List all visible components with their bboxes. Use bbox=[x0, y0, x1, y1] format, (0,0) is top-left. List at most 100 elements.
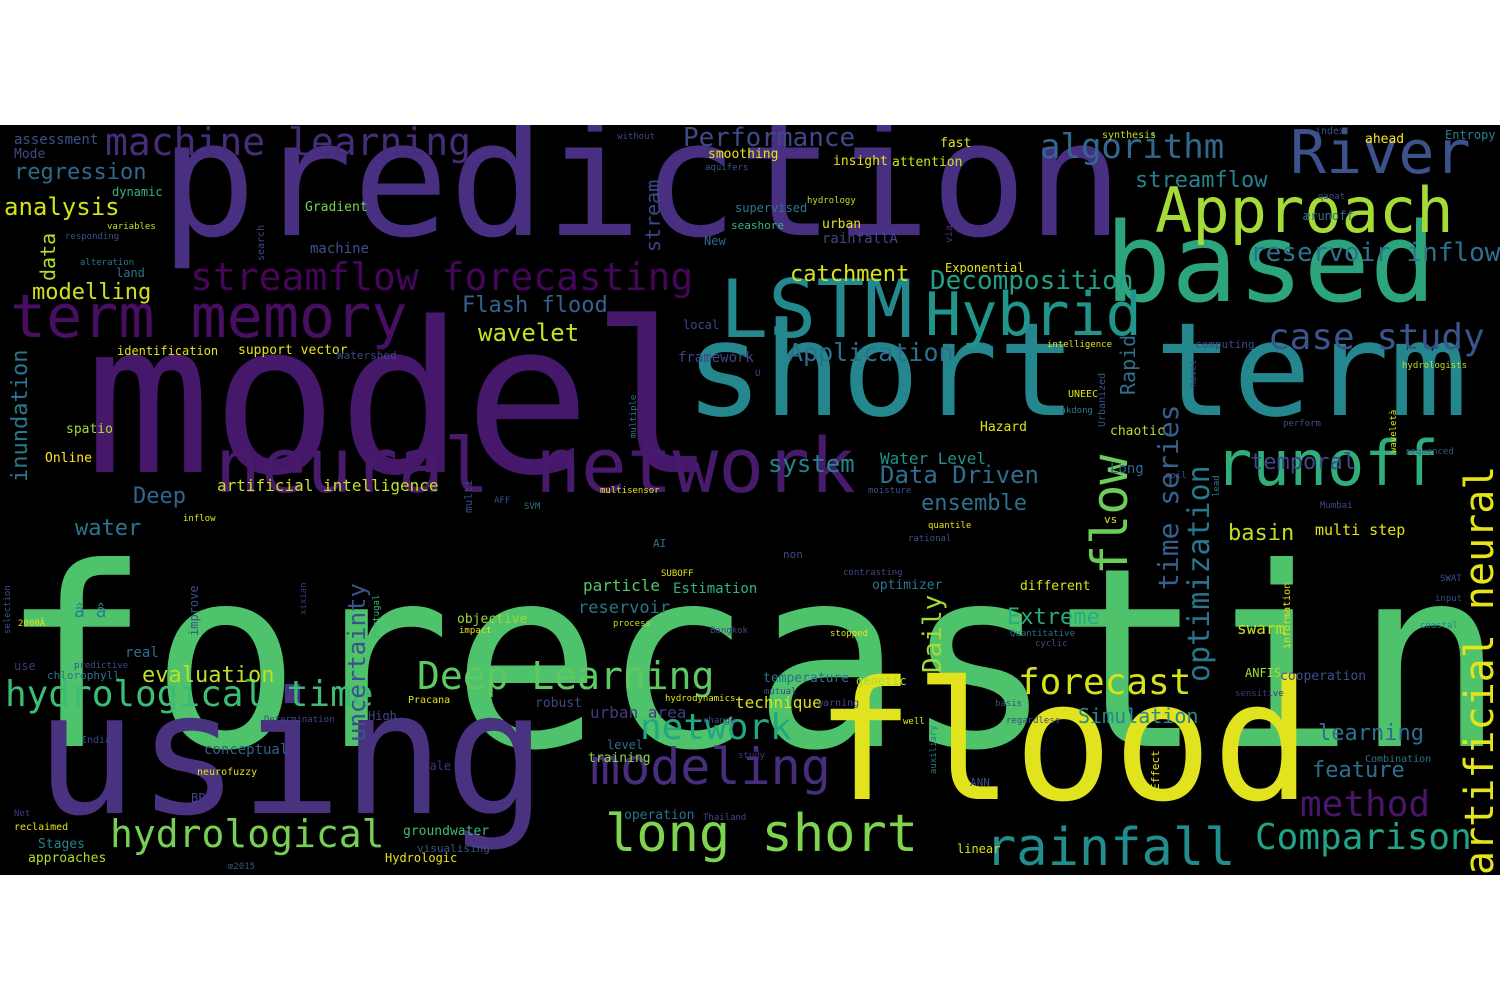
cloud-word-visualising: visualising bbox=[417, 842, 490, 855]
cloud-word-artificial-intelligence: artificial intelligence bbox=[217, 476, 439, 495]
cloud-word-deep-learning: Deep Learning bbox=[417, 654, 715, 698]
cloud-word-rainfall: rainfall bbox=[985, 818, 1236, 875]
cloud-word-technique: technique bbox=[735, 693, 822, 712]
cloud-word-forecasting: forecasting bbox=[0, 514, 1500, 805]
cloud-word-approach: Approach bbox=[1155, 174, 1454, 247]
cloud-word-ensemble: ensemble bbox=[921, 491, 1027, 516]
cloud-word-exponential: Exponential bbox=[945, 261, 1025, 275]
cloud-word-anfis: ANFIS bbox=[1245, 666, 1282, 680]
cloud-word-data: data bbox=[36, 232, 60, 281]
cloud-word-prediction: prediction bbox=[160, 125, 1124, 273]
cloud-word-streamflow: streamflow bbox=[1135, 168, 1268, 193]
cloud-word-watershed: Watershed bbox=[337, 349, 397, 362]
cloud-word-determination: Determination bbox=[264, 715, 335, 725]
cloud-word-dynamic: dynamic bbox=[112, 185, 163, 199]
cloud-word-application: Application bbox=[788, 338, 954, 367]
cloud-word-mutual: mutual bbox=[764, 687, 797, 697]
cloud-word-genetic: genetic bbox=[856, 674, 907, 688]
cloud-word-2015: œ2015 bbox=[228, 862, 256, 872]
cloud-word-data-driven: Data Driven bbox=[880, 461, 1039, 489]
cloud-word-system: system bbox=[768, 450, 855, 478]
cloud-word-linear: linear bbox=[957, 842, 1001, 856]
cloud-word-rainfall: rainfallÃ bbox=[822, 231, 898, 247]
cloud-word-sequenced: sequenced bbox=[1405, 447, 1454, 457]
cloud-word-flash-flood: Flash flood bbox=[462, 293, 608, 318]
cloud-word-thailand: Thailand bbox=[703, 813, 747, 823]
cloud-word-inundation: inundation bbox=[8, 349, 33, 482]
cloud-word-swarm: swarm bbox=[1237, 619, 1286, 638]
cloud-word-process: process bbox=[613, 619, 651, 629]
cloud-word-gradient: Gradient bbox=[305, 200, 368, 215]
cloud-word-regression: regression bbox=[14, 160, 147, 185]
cloud-word-hybrid: Hybrid bbox=[925, 280, 1142, 350]
cloud-word-groundwater: groundwater bbox=[403, 824, 490, 839]
cloud-word-entropy: Entropy bbox=[1445, 128, 1496, 142]
cloud-word-evaluation: evaluation bbox=[142, 663, 275, 688]
cloud-word-learning: learning bbox=[1318, 721, 1424, 746]
cloud-word-optimizer: optimizer bbox=[872, 578, 943, 593]
cloud-word-warning: warning bbox=[817, 698, 860, 709]
cloud-word-case-study: case study bbox=[1268, 317, 1485, 358]
cloud-word-support-vector: support vector bbox=[238, 343, 348, 358]
cloud-word-robust: robust bbox=[535, 696, 582, 711]
cloud-word-net: Net bbox=[14, 809, 31, 819]
cloud-word-bangkok: Bangkok bbox=[710, 626, 748, 636]
cloud-word-soil: soil bbox=[1165, 471, 1187, 481]
cloud-word-well: well bbox=[903, 717, 925, 727]
cloud-word-rational: rational bbox=[908, 534, 952, 544]
cloud-word-hydrologists: hydrologists bbox=[1402, 361, 1468, 371]
cloud-word-change: change bbox=[703, 716, 736, 726]
cloud-word-level: level bbox=[607, 738, 644, 752]
cloud-word-selection: selection bbox=[3, 585, 13, 634]
cloud-word-deep: Deep bbox=[133, 484, 186, 509]
cloud-word-multiple: multiple bbox=[629, 394, 639, 438]
cloud-word-framework: framework bbox=[678, 350, 754, 366]
cloud-word-fast: fast bbox=[940, 136, 972, 151]
cloud-word-extreme: Extreme bbox=[1007, 605, 1100, 630]
cloud-word-stopped: stopped bbox=[830, 629, 868, 639]
cloud-word-feature: feature bbox=[1312, 758, 1405, 783]
cloud-word-index: index bbox=[1315, 126, 1346, 137]
cloud-word-mode: Mode bbox=[14, 147, 46, 162]
cloud-word-network: network bbox=[640, 707, 792, 748]
cloud-word-stages: Stages bbox=[38, 837, 85, 852]
cloud-word-analysis: analysis bbox=[4, 193, 120, 221]
cloud-word-input: input bbox=[1435, 594, 1463, 604]
cloud-word-multi: multi bbox=[462, 479, 475, 513]
cloud-word-mumbai: Mumbai bbox=[1320, 501, 1353, 511]
cloud-word-basis: basis bbox=[995, 699, 1023, 709]
cloud-word-river: River bbox=[1290, 125, 1471, 188]
cloud-word-short-term: short term bbox=[685, 294, 1468, 446]
cloud-word-coastal: coastal bbox=[1420, 621, 1458, 631]
cloud-word-ai: AI bbox=[653, 537, 667, 550]
cloud-word-different: different bbox=[1020, 579, 1091, 594]
cloud-word-wavelet: waveletà bbox=[1389, 409, 1399, 453]
cloud-word-machine-learning: machine learning bbox=[105, 125, 472, 164]
cloud-word-particle: particle bbox=[583, 576, 661, 595]
cloud-word-modeling: modeling bbox=[590, 738, 831, 796]
cloud-word-bp: BP bbox=[191, 791, 206, 805]
cloud-word-catchment: catchment bbox=[790, 262, 910, 287]
cloud-word-objective: objective bbox=[457, 612, 528, 627]
cloud-word-neural-network: neural network bbox=[215, 421, 856, 510]
cloud-word-rapid: Rapid bbox=[1116, 334, 1140, 395]
cloud-word-streamflow-forecasting: streamflow forecasting bbox=[190, 255, 694, 299]
cloud-word-local: local bbox=[683, 318, 720, 332]
cloud-word-use: use bbox=[14, 659, 36, 673]
cloud-word-symbol: â â bbox=[74, 601, 107, 622]
cloud-word-hydrology: hydrology bbox=[807, 196, 856, 206]
cloud-word-model: model bbox=[85, 277, 718, 522]
cloud-word-neurofuzzy: neurofuzzy bbox=[197, 767, 258, 778]
cloud-word-search: search bbox=[256, 224, 267, 261]
cloud-word-regardless: regardless bbox=[1006, 716, 1061, 726]
cloud-word-predictive: predictive bbox=[74, 661, 129, 671]
cloud-word-runoff: ærunoff bbox=[1303, 209, 1354, 223]
cloud-word-u: U bbox=[755, 369, 761, 379]
cloud-word-based: based bbox=[1105, 199, 1437, 327]
cloud-word-intelligence: intelligence bbox=[1047, 340, 1113, 350]
cloud-word-india: India bbox=[81, 735, 112, 746]
cloud-word-reclaimed: reclaimed bbox=[14, 822, 69, 833]
cloud-word-using: using bbox=[35, 656, 547, 854]
cloud-word-high: High bbox=[368, 709, 397, 723]
cloud-word-basin: basin bbox=[1228, 521, 1295, 546]
